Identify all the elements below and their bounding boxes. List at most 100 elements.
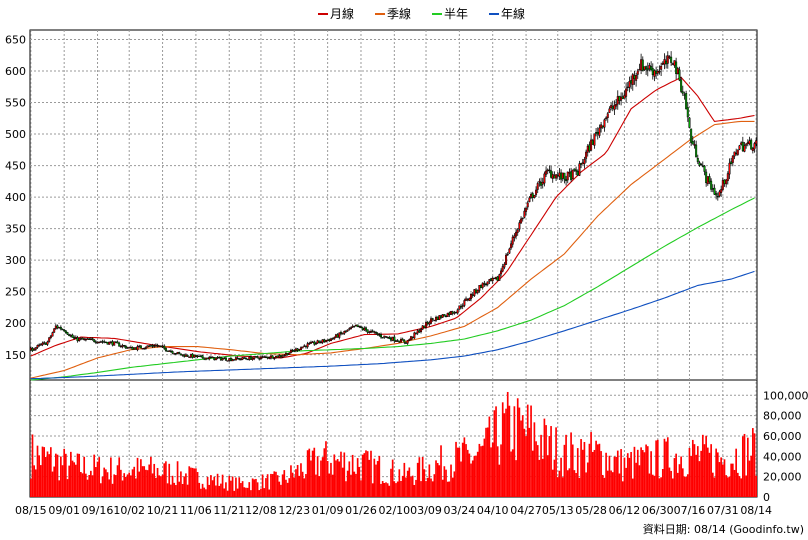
volume-bar	[401, 475, 404, 497]
volume-bar	[153, 463, 156, 497]
candle-body	[410, 336, 413, 340]
volume-bar	[720, 457, 722, 497]
candle-body	[309, 341, 312, 344]
candle-body	[341, 333, 344, 335]
volume-bar	[320, 460, 322, 497]
legend-label-月線: 月線	[330, 6, 354, 21]
candle-body	[735, 152, 738, 155]
volume-bar	[53, 466, 56, 497]
candle-body	[313, 341, 316, 345]
volume-bar	[448, 481, 451, 497]
candle-body	[526, 202, 529, 208]
candle-body	[148, 345, 151, 347]
candle-body	[29, 347, 32, 351]
candle-body	[119, 345, 122, 348]
candle-body	[124, 345, 127, 349]
candle-body	[366, 329, 369, 333]
candle-body	[613, 105, 616, 110]
volume-bar	[256, 482, 259, 497]
volume-bar	[430, 478, 432, 497]
volume-bar	[531, 450, 534, 497]
volume-bar	[101, 476, 104, 497]
volume-bar	[636, 449, 639, 497]
candle-body	[588, 144, 591, 152]
candle-body	[354, 324, 357, 327]
candle-body	[511, 236, 514, 245]
volume-bar	[640, 447, 642, 497]
candle-body	[435, 317, 438, 321]
candle-body	[510, 243, 513, 249]
candle-body	[660, 65, 663, 70]
volume-bar	[96, 461, 99, 497]
candle-body	[123, 344, 126, 347]
candle-body	[251, 358, 254, 360]
candle-body	[711, 188, 714, 190]
candle-body	[214, 357, 217, 361]
candle-body	[104, 341, 107, 343]
candle-body	[114, 341, 117, 343]
volume-bar	[406, 470, 409, 497]
volume-bar	[465, 444, 467, 497]
candle-body	[63, 329, 66, 332]
price-tick-label: 300	[5, 254, 26, 267]
candle-body	[616, 96, 619, 105]
volume-bar	[108, 479, 111, 497]
volume-bar	[411, 475, 414, 497]
candle-body	[181, 354, 184, 356]
volume-bar	[670, 470, 672, 497]
volume-bar	[685, 476, 687, 497]
volume-bar	[423, 469, 426, 497]
volume-bar	[313, 447, 316, 497]
candle-body	[336, 334, 339, 338]
volume-bar	[493, 410, 496, 497]
candle-body	[78, 338, 81, 342]
candle-body	[508, 248, 511, 254]
candle-body	[89, 338, 92, 341]
candle-body	[693, 144, 696, 146]
volume-bar	[383, 482, 386, 497]
volume-bar	[280, 484, 282, 497]
volume-bar	[568, 468, 571, 497]
volume-bar	[135, 478, 137, 497]
candle-body	[603, 119, 606, 128]
volume-bar	[715, 448, 717, 497]
candle-body	[398, 340, 401, 343]
candle-body	[319, 341, 322, 344]
candle-body	[164, 347, 167, 351]
candle-body	[601, 125, 604, 128]
volume-bar	[151, 473, 154, 497]
volume-bar	[585, 472, 587, 497]
volume-bar	[368, 459, 371, 497]
candle-body	[583, 158, 586, 164]
candle-body	[234, 357, 237, 361]
volume-bar	[713, 477, 716, 497]
candle-body	[470, 293, 473, 300]
volume-bar	[518, 407, 521, 497]
volume-bar	[615, 456, 617, 497]
candle-body	[431, 318, 434, 320]
candle-body	[204, 357, 207, 360]
candle-body	[49, 335, 52, 338]
volume-bar	[326, 461, 329, 497]
candle-body	[281, 355, 284, 358]
candle-body	[386, 336, 389, 339]
candle-body	[448, 312, 451, 316]
candle-body	[196, 355, 199, 357]
candle-body	[591, 140, 594, 145]
candle-body	[223, 357, 226, 360]
volume-bar	[258, 490, 261, 497]
candle-body	[641, 59, 644, 71]
volume-bar	[508, 405, 511, 497]
volume-bar	[725, 475, 727, 497]
volume-bar	[166, 483, 169, 497]
candle-body	[753, 143, 756, 150]
volume-bar	[738, 476, 741, 497]
candle-body	[146, 345, 149, 348]
candle-body	[518, 222, 521, 230]
volume-bar	[525, 436, 527, 497]
candle-body	[238, 358, 241, 360]
volume-bar	[100, 483, 102, 497]
candle-body	[411, 336, 414, 338]
candle-body	[750, 139, 753, 150]
volume-bar	[666, 437, 669, 497]
